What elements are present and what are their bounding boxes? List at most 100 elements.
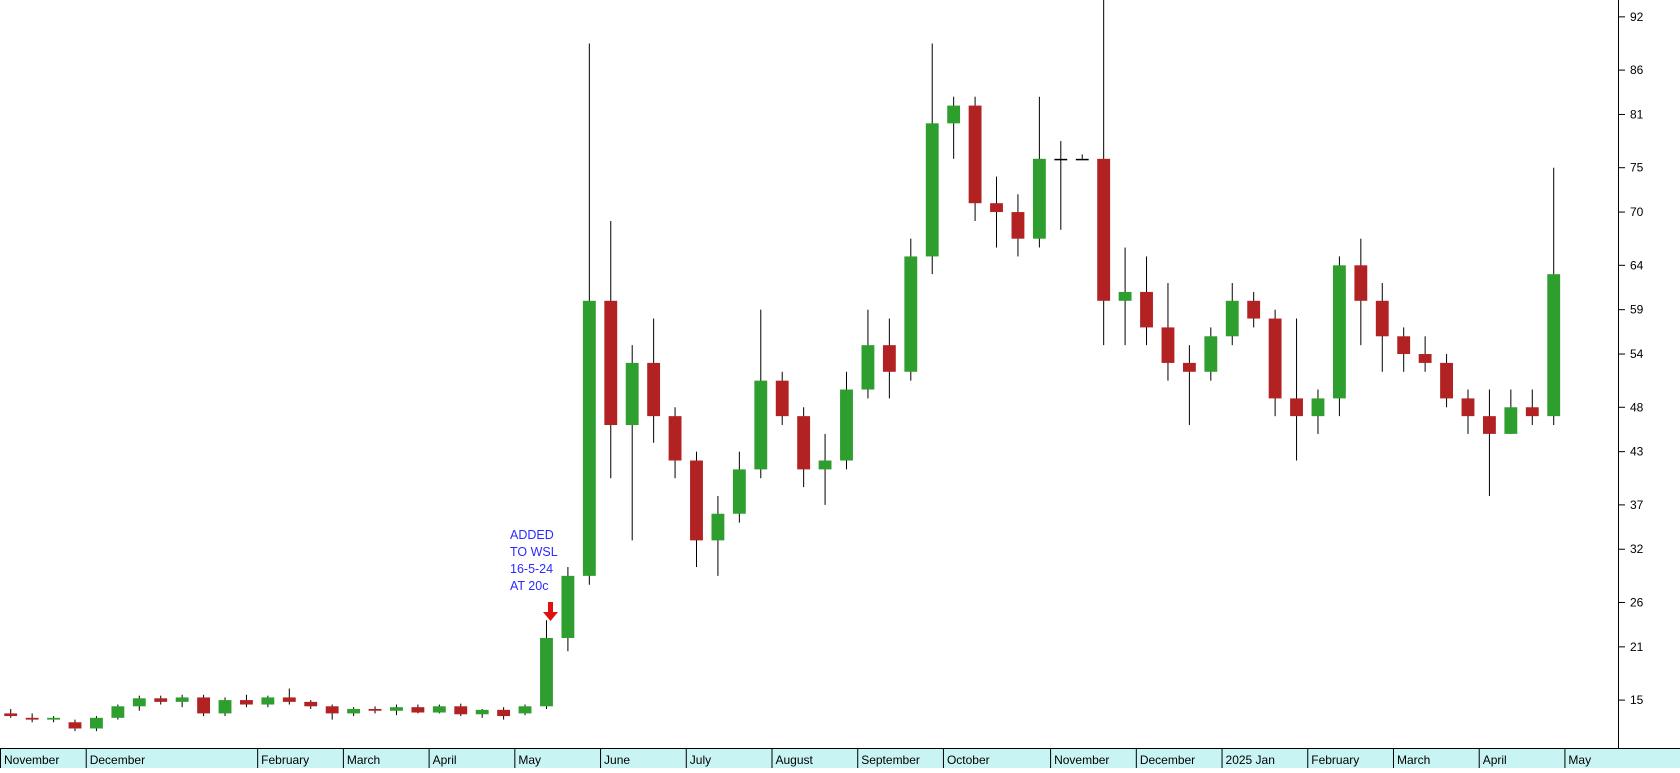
candle-body bbox=[1268, 318, 1282, 399]
candle-body bbox=[1397, 336, 1411, 355]
candle-body bbox=[1461, 398, 1475, 417]
candle-body bbox=[347, 708, 361, 714]
candle-body bbox=[197, 697, 211, 714]
y-tick-label: 81 bbox=[1630, 107, 1644, 121]
candle-body bbox=[1182, 362, 1196, 372]
candle-body bbox=[1440, 362, 1453, 399]
y-tick-label: 48 bbox=[1630, 400, 1644, 414]
candle-body bbox=[1097, 158, 1111, 301]
candle-body bbox=[1482, 416, 1496, 434]
y-tick-label: 32 bbox=[1630, 542, 1644, 556]
candle-body bbox=[218, 700, 232, 714]
candle-body bbox=[690, 460, 703, 541]
y-tick-label: 21 bbox=[1630, 640, 1644, 654]
candle-body bbox=[261, 697, 275, 705]
candle-body bbox=[1011, 212, 1025, 239]
candle-body bbox=[1204, 336, 1218, 372]
x-tick-label: December bbox=[1140, 753, 1195, 767]
annotation-line: TO WSL bbox=[510, 545, 558, 559]
candle-body bbox=[775, 380, 789, 417]
candle-body bbox=[325, 706, 339, 714]
y-tick-label: 75 bbox=[1630, 161, 1644, 175]
candle-body bbox=[390, 707, 403, 711]
x-tick-label: February bbox=[261, 753, 309, 767]
y-tick-label: 54 bbox=[1630, 347, 1644, 361]
candle-body bbox=[411, 707, 425, 713]
annotation-arrow bbox=[543, 602, 558, 621]
x-axis-band bbox=[0, 748, 1680, 768]
candle-body bbox=[561, 575, 575, 638]
candle-body bbox=[818, 460, 832, 470]
candle-body bbox=[904, 256, 918, 372]
x-tick-label: September bbox=[861, 753, 920, 767]
x-tick-label: May bbox=[518, 753, 541, 767]
candle-body bbox=[968, 105, 982, 204]
candle-body bbox=[111, 706, 125, 718]
annotation-line: ADDED bbox=[510, 528, 554, 542]
candle-body bbox=[154, 698, 168, 702]
candle-body bbox=[604, 300, 618, 426]
candle-body bbox=[1504, 407, 1518, 434]
x-tick-label: March bbox=[347, 753, 380, 767]
x-tick-label: July bbox=[690, 753, 711, 767]
y-tick-label: 37 bbox=[1630, 498, 1644, 512]
candle-body bbox=[840, 389, 853, 461]
candle-body bbox=[861, 345, 875, 390]
x-tick-label: February bbox=[1311, 753, 1359, 767]
candle-body bbox=[1225, 300, 1239, 337]
candle-body bbox=[1075, 158, 1089, 161]
candle-body bbox=[368, 708, 382, 711]
candle-body bbox=[497, 709, 511, 717]
candle-body bbox=[1375, 300, 1389, 337]
candle-body bbox=[1118, 291, 1132, 301]
candle-body bbox=[25, 717, 39, 720]
y-tick-label: 59 bbox=[1630, 303, 1644, 317]
candle-body bbox=[1547, 274, 1561, 417]
candle-body bbox=[925, 123, 939, 257]
x-tick-label: October bbox=[947, 753, 990, 767]
candle-body bbox=[990, 203, 1003, 213]
x-tick-label: November bbox=[1054, 753, 1109, 767]
candle-body bbox=[711, 513, 725, 541]
x-tick-label: April bbox=[433, 753, 457, 767]
candle-body bbox=[454, 706, 468, 715]
candle-body bbox=[1354, 265, 1368, 301]
x-tick-label: August bbox=[775, 753, 813, 767]
y-tick-label: 26 bbox=[1630, 595, 1644, 609]
x-tick-label: 2025 Jan bbox=[1226, 753, 1275, 767]
y-tick-label: 86 bbox=[1630, 63, 1644, 77]
candle-body bbox=[647, 362, 661, 417]
x-tick-label: November bbox=[4, 753, 59, 767]
x-tick-label: June bbox=[604, 753, 630, 767]
annotation-line: AT 20c bbox=[510, 579, 548, 593]
candle-body bbox=[304, 701, 318, 707]
candle-body bbox=[432, 706, 446, 713]
candle-body bbox=[797, 416, 811, 470]
candle-body bbox=[1290, 398, 1303, 417]
candle-body bbox=[1032, 158, 1046, 239]
candle-body bbox=[475, 709, 489, 715]
candle-body bbox=[47, 717, 61, 720]
x-tick-label: December bbox=[90, 753, 145, 767]
candle-body bbox=[1161, 327, 1175, 363]
candle-body bbox=[240, 700, 253, 705]
candle-body bbox=[668, 416, 682, 461]
annotation: ADDED TO WSL 16-5-24 AT 20c bbox=[510, 528, 558, 621]
candle-body bbox=[282, 697, 296, 702]
candle-body bbox=[732, 469, 746, 514]
candle-body bbox=[882, 345, 896, 372]
candle-body bbox=[4, 713, 18, 717]
x-tick-label: March bbox=[1397, 753, 1430, 767]
candle-body bbox=[1332, 265, 1346, 399]
annotation-line: 16-5-24 bbox=[510, 562, 553, 576]
y-tick-label: 15 bbox=[1630, 693, 1644, 707]
candle-body bbox=[1418, 354, 1432, 363]
candle-body bbox=[90, 717, 103, 729]
candle-body bbox=[175, 697, 189, 702]
y-tick-label: 64 bbox=[1630, 258, 1644, 272]
candle-body bbox=[1311, 398, 1325, 417]
y-tick-label: 43 bbox=[1630, 445, 1644, 459]
candle-body bbox=[540, 637, 553, 707]
